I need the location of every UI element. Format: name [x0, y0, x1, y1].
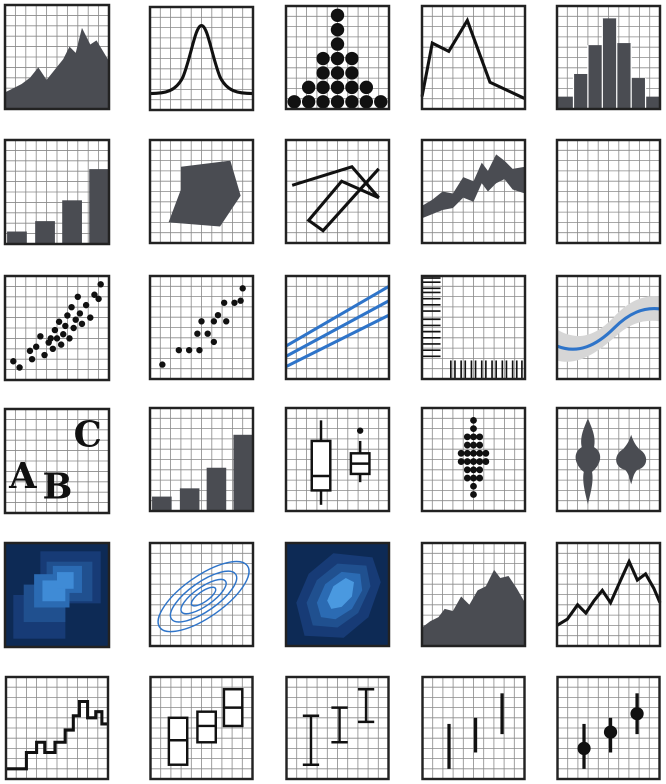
line-chart-2-icon: [555, 541, 662, 648]
grid-lines: [150, 276, 253, 379]
scatter-points-icon: [148, 274, 255, 381]
grid-lines: [422, 276, 525, 379]
abline-lines-icon: [284, 274, 391, 381]
dotplot-stack-icon: [420, 406, 527, 513]
glyph: [10, 281, 104, 371]
linerange-chart-icon: [421, 675, 526, 781]
glyph: [157, 560, 250, 633]
glyph: [420, 16, 526, 101]
glyph: [310, 420, 371, 505]
glyph: [422, 154, 525, 219]
ribbon-chart-icon: [420, 138, 527, 245]
glyph: [296, 553, 381, 638]
histogram-icon: [555, 4, 662, 111]
scatter-jitter-icon: [3, 274, 111, 382]
text-label-a: A: [8, 456, 37, 497]
line-chart-icon: [420, 4, 527, 111]
glyph: [149, 23, 254, 96]
area-chart-icon: [3, 3, 111, 111]
boxplot-icon: [284, 406, 391, 513]
glyph: [556, 296, 661, 362]
glyph: [557, 18, 660, 109]
grid-lines: [5, 409, 109, 513]
grid-lines: [422, 677, 525, 779]
crossbar-chart-icon: [149, 675, 254, 781]
glyph: [577, 693, 644, 769]
text-label-c: C: [74, 414, 102, 455]
grid-lines: [286, 408, 389, 511]
density-contour-icon: [148, 541, 255, 648]
glyph: A BC: [8, 414, 102, 507]
grid-lines: [422, 6, 525, 109]
glyph: [7, 169, 109, 244]
glyph: [168, 160, 241, 227]
blank-grid-icon: [555, 138, 662, 245]
violin-plot-icon: [555, 406, 662, 513]
grid-lines: [150, 543, 253, 646]
rug-plot-icon: [420, 274, 527, 381]
glyph: [13, 551, 101, 639]
glyph: [167, 688, 244, 766]
area-chart-2-icon: [420, 541, 527, 648]
glyph: [575, 418, 647, 505]
bin2d-heatmap-icon: [3, 541, 111, 649]
path-chart-icon: [284, 138, 391, 245]
glyph: [152, 434, 253, 511]
grid-lines: [557, 543, 660, 646]
glyph: [556, 557, 662, 627]
pointrange-chart-icon: [556, 675, 661, 781]
step-chart-icon: [4, 675, 110, 781]
glyph: [287, 8, 388, 109]
dot-plot-icon: [284, 4, 391, 111]
bar-chart-icon: [3, 138, 111, 246]
grid-lines: [557, 140, 660, 243]
grid-lines: [286, 276, 389, 379]
glyph: [5, 699, 108, 771]
glyph: [159, 285, 246, 368]
hex-heatmap-icon: [284, 541, 391, 648]
grid-lines: [150, 7, 253, 110]
smooth-band-icon: [555, 274, 662, 381]
grid-lines: [557, 677, 660, 779]
glyph: [291, 165, 380, 233]
bin-dividers: [572, 18, 647, 109]
density-curve-icon: [148, 5, 255, 112]
column-chart-icon: [148, 406, 255, 513]
glyph: [422, 569, 525, 646]
grid-lines: [5, 677, 108, 779]
glyph: [457, 416, 490, 498]
glyph: [5, 27, 109, 110]
glyph: [285, 284, 390, 369]
glyph: [422, 277, 523, 379]
glyph: [302, 688, 375, 766]
polygon-shape-icon: [148, 138, 255, 245]
grid-lines: [557, 408, 660, 511]
text-label-b: B: [42, 466, 72, 507]
errorbar-chart-icon: [285, 675, 390, 781]
grid-lines: [286, 677, 389, 779]
glyph: [447, 693, 504, 769]
